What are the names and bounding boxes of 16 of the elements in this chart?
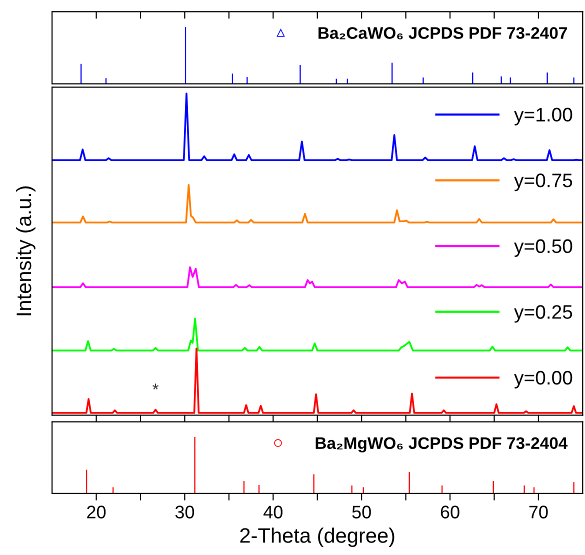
y-axis-title: Intensity (a.u.): [16, 186, 36, 316]
legend-label: y=0.75: [514, 174, 572, 192]
legend-label: y=0.50: [514, 239, 572, 257]
x-tick-label: 70: [529, 506, 548, 518]
x-tick-label: 20: [87, 506, 106, 518]
x-tick-label: 30: [175, 506, 194, 518]
x-tick-label: 60: [440, 506, 460, 518]
annotation: *: [152, 384, 159, 390]
legend-label: Ba₂CaWO₆ JCPDS PDF 73-2407: [318, 27, 567, 40]
x-tick-label: 40: [264, 506, 282, 518]
legend-label: y=1.00: [514, 108, 572, 126]
legend-label: y=0.00: [514, 370, 572, 388]
legend-label: Ba₂MgWO₆ JCPDS PDF 73-2404: [316, 437, 568, 452]
x-tick-label: 50: [352, 506, 371, 518]
x-axis-title: 2-Theta (degree): [240, 528, 394, 548]
legend-label: y=0.25: [514, 305, 572, 323]
